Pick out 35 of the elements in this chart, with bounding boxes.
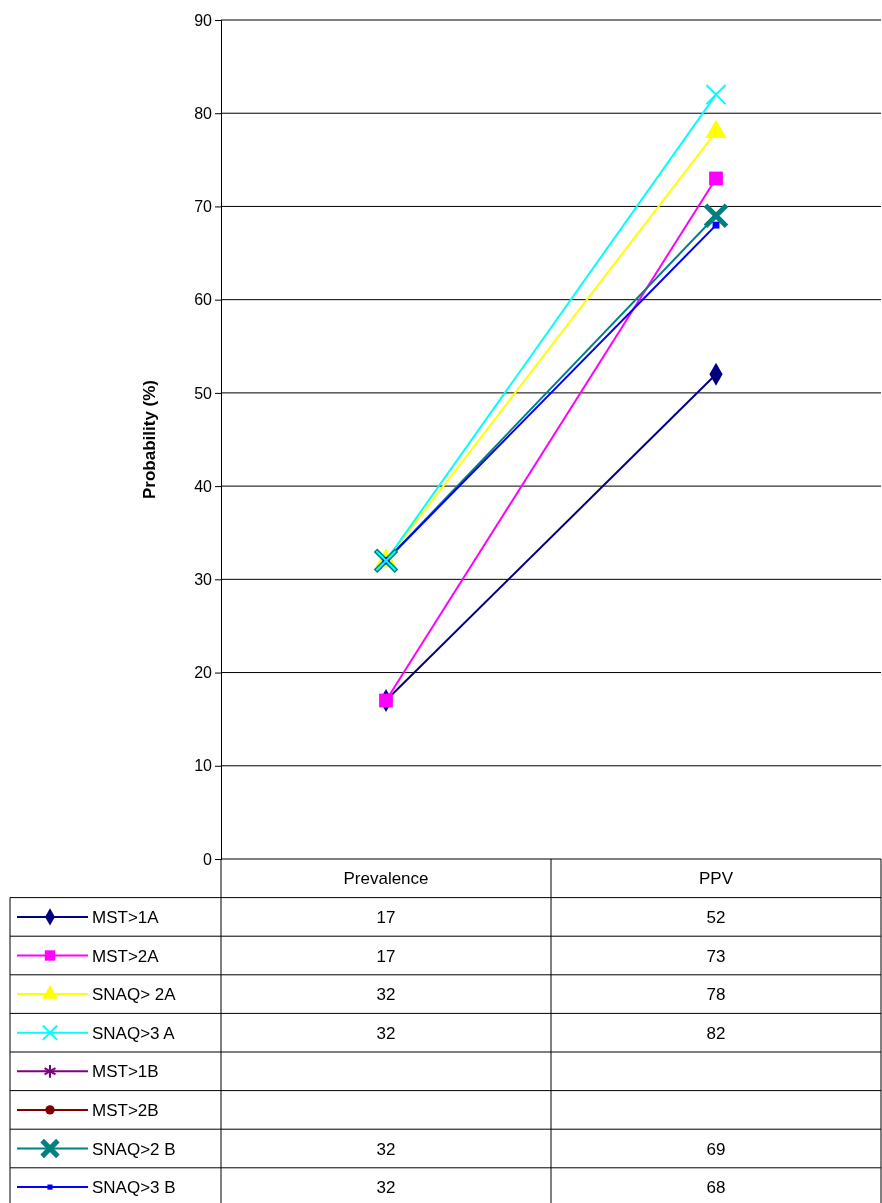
data-label: 69 [706, 1139, 726, 1159]
y-tick-label: 50 [194, 384, 213, 402]
y-tick-label: 90 [194, 11, 213, 29]
data-label: 32 [376, 1139, 396, 1159]
y-tick-label: 80 [194, 104, 213, 122]
x-tick-label: PPV [698, 869, 734, 889]
y-tick-label: 40 [194, 477, 213, 495]
data-label: 17 [376, 946, 396, 966]
data-label: 17 [376, 907, 396, 927]
y-tick-label: 20 [194, 664, 213, 682]
x-tick-label: Prevalence [343, 869, 429, 889]
data-label: 68 [706, 1178, 726, 1198]
legend-label: MST>1B [92, 1062, 159, 1082]
y-tick-label: 60 [194, 291, 213, 309]
data-label: 82 [706, 1023, 726, 1043]
point [709, 171, 723, 186]
y-tick-label: 70 [194, 198, 213, 216]
legend-label: SNAQ>3 A [92, 1023, 176, 1043]
y-tick-label: 0 [203, 850, 213, 868]
data-label: 32 [376, 1023, 396, 1043]
legend-label: MST>2B [92, 1100, 159, 1120]
legend-label: MST>2A [92, 946, 160, 966]
point [702, 202, 730, 229]
legend-label: SNAQ>3 B [92, 1178, 176, 1198]
y-axis-title: Probability (%) [140, 379, 159, 500]
y-tick-label: 30 [194, 570, 213, 588]
data-label: 52 [706, 907, 726, 927]
data-label: 78 [706, 985, 726, 1005]
legend-label: MST>1A [92, 907, 160, 927]
legend-label: SNAQ>2 B [92, 1139, 176, 1159]
data-label: 32 [376, 1178, 396, 1198]
y-tick-label: 10 [194, 757, 213, 775]
data-label: 32 [376, 985, 396, 1005]
data-label: 73 [706, 946, 726, 966]
legend-label: SNAQ> 2A [92, 985, 177, 1005]
